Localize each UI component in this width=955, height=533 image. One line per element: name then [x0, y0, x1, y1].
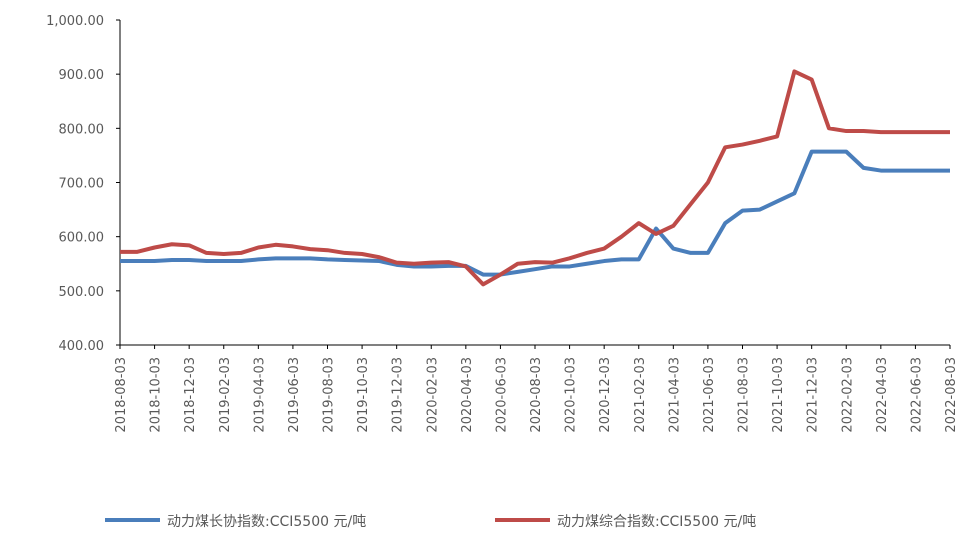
x-tick-label: 2018-10-03 [149, 357, 164, 433]
x-tick-label: 2020-04-03 [460, 357, 475, 433]
x-tick-label: 2019-04-03 [252, 357, 267, 433]
series-line [120, 69, 950, 287]
x-tick-label: 2022-02-03 [840, 357, 855, 433]
x-tick-label: 2020-12-03 [598, 357, 613, 433]
x-tick-label: 2022-08-03 [944, 357, 955, 433]
x-tick-label: 2020-08-03 [529, 357, 544, 433]
x-tick-label: 2021-06-03 [702, 357, 717, 433]
y-tick-label: 800.00 [59, 122, 105, 137]
x-tick-label: 2021-10-03 [771, 357, 786, 433]
x-tick-label: 2019-10-03 [356, 357, 371, 433]
x-tick-label: 2019-08-03 [322, 357, 337, 433]
x-tick-label: 2020-02-03 [425, 357, 440, 433]
x-tick-label: 2021-12-03 [806, 357, 821, 433]
x-tick-label: 2022-06-03 [909, 357, 924, 433]
x-tick-label: 2020-06-03 [494, 357, 509, 433]
x-tick-label: 2022-04-03 [875, 357, 890, 433]
x-tick-label: 2021-04-03 [667, 357, 682, 433]
y-tick-label: 900.00 [59, 68, 105, 83]
y-tick-label: 700.00 [59, 177, 105, 192]
legend-label: 动力煤长协指数:CCI5500 元/吨 [167, 514, 366, 530]
x-tick-label: 2020-10-03 [564, 357, 579, 433]
x-tick-label: 2021-02-03 [633, 357, 648, 433]
x-tick-label: 2018-08-03 [114, 357, 129, 433]
x-tick-label: 2019-12-03 [391, 357, 406, 433]
y-tick-label: 400.00 [59, 339, 105, 354]
y-tick-label: 500.00 [59, 285, 105, 300]
y-tick-label: 600.00 [59, 231, 105, 246]
x-tick-label: 2019-06-03 [287, 357, 302, 433]
x-tick-label: 2019-02-03 [218, 357, 233, 433]
x-tick-label: 2021-08-03 [737, 357, 752, 433]
series-line [120, 149, 950, 277]
y-tick-label: 1,000.00 [46, 14, 104, 29]
legend-label: 动力煤综合指数:CCI5500 元/吨 [557, 514, 756, 530]
x-tick-label: 2018-12-03 [183, 357, 198, 433]
